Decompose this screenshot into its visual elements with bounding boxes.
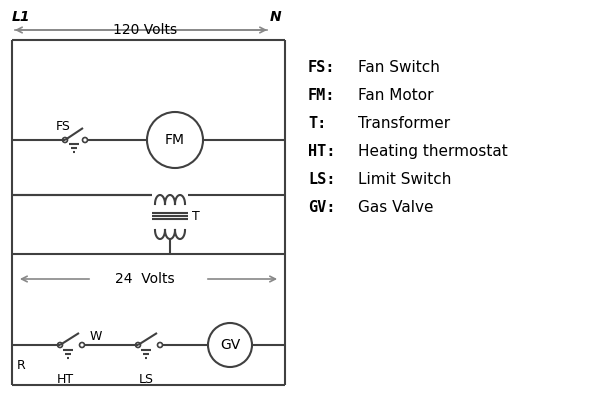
Text: GV:: GV: <box>308 200 335 215</box>
Text: N: N <box>270 10 281 24</box>
Text: T: T <box>192 210 200 222</box>
Text: 120 Volts: 120 Volts <box>113 23 177 37</box>
Text: HT: HT <box>57 373 74 386</box>
Text: Fan Switch: Fan Switch <box>358 60 440 75</box>
Text: HT:: HT: <box>308 144 335 159</box>
Text: LS: LS <box>139 373 153 386</box>
Text: Heating thermostat: Heating thermostat <box>358 144 508 159</box>
Text: FM: FM <box>165 133 185 147</box>
Text: Fan Motor: Fan Motor <box>358 88 434 103</box>
Text: Gas Valve: Gas Valve <box>358 200 434 215</box>
Text: 24  Volts: 24 Volts <box>115 272 175 286</box>
Text: FS:: FS: <box>308 60 335 75</box>
Text: GV: GV <box>220 338 240 352</box>
Text: Limit Switch: Limit Switch <box>358 172 451 187</box>
Text: W: W <box>90 330 103 344</box>
Text: Transformer: Transformer <box>358 116 450 131</box>
Text: FS: FS <box>55 120 70 132</box>
Text: FM:: FM: <box>308 88 335 103</box>
Text: L1: L1 <box>12 10 31 24</box>
Text: T:: T: <box>308 116 326 131</box>
Text: R: R <box>17 359 26 372</box>
Text: LS:: LS: <box>308 172 335 187</box>
